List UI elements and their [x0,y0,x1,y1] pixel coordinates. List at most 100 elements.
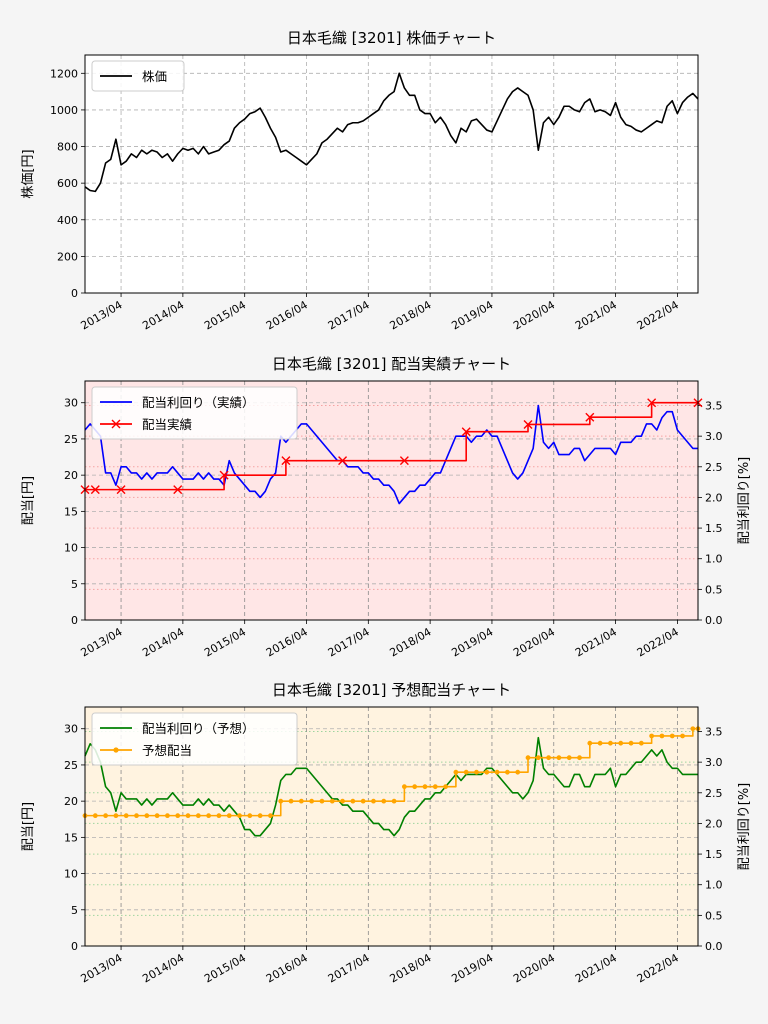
plot-frame [84,380,699,621]
y-right-tick-label: 2.0 [705,817,723,830]
y-tick-label: 20 [64,795,78,808]
data-point [515,769,521,775]
data-point [116,485,126,495]
x-tick-label: 2022/04 [635,625,681,659]
legend-label: 予想配当 [142,743,192,758]
data-point [350,798,356,804]
data-point [443,784,448,790]
data-point [638,740,644,746]
data-point [474,769,479,775]
data-point [453,769,459,775]
x-tick-label: 2022/04 [635,951,681,985]
legend-label: 配当利回り（予想） [142,721,255,736]
x-tick-label: 2021/04 [573,951,619,985]
x-tick-label: 2015/04 [202,298,248,332]
y-right-tick-label: 2.0 [705,491,723,504]
data-point [247,813,253,819]
x-tick-label: 2016/04 [264,951,310,985]
y-right-tick-label: 3.0 [705,756,723,769]
legend-box [91,60,185,92]
x-tick-label: 2013/04 [78,951,124,985]
y-right-tick-label: 3.5 [705,400,723,413]
y-tick-label: 15 [64,505,78,518]
y-tick-label: 30 [64,723,78,736]
data-point [329,798,335,804]
data-point [92,813,98,819]
data-point [463,769,469,775]
series-line-1 [84,72,699,193]
legend-label: 株価 [142,69,167,84]
y-axis-label: 配当[円] [21,802,36,851]
data-point [195,813,201,819]
chart-2: 2013/04 2014/04 2015/04 2016/04 2017/04 2018/… [21,355,752,659]
y-right-tick-label: 0.0 [705,614,723,627]
y-tick-label: 25 [64,433,78,446]
data-point [649,733,655,739]
data-point [288,798,294,804]
chart-3: 2013/04 2014/04 2015/04 2016/04 2017/04 2018/… [21,681,752,985]
y-right-tick-label: 1.0 [705,879,723,892]
data-point [219,470,229,480]
chart-title: 日本毛織 [3201] 配当実績チャート [272,355,511,373]
data-point [154,813,160,819]
data-point [298,798,304,804]
data-point [175,813,181,819]
data-point [690,726,696,732]
x-tick-label: 2018/04 [388,298,434,332]
x-tick-label: 2019/04 [449,298,495,332]
x-tick-label: 2018/04 [388,951,434,985]
legend-marker [111,419,121,429]
x-tick-label: 2015/04 [202,951,248,985]
data-point [412,784,418,790]
y-right-tick-label: 3.0 [705,430,723,443]
chart-1: 2013/04 2014/04 2015/04 2016/04 2017/04 2018/… [21,29,699,332]
data-point [523,419,533,429]
data-point [391,798,397,804]
data-point [165,813,170,819]
data-point [546,755,552,761]
data-point [566,755,572,761]
legend-label: 配当利回り（実績） [142,395,255,410]
y-tick-label: 5 [71,904,78,917]
x-tick-label: 2017/04 [326,298,372,332]
y-right-tick-label: 1.0 [705,553,723,566]
legend: 配当利回り（実績） 配当実績 [91,386,298,440]
x-tick-label: 2020/04 [511,625,557,659]
data-point [587,740,593,746]
data-point [585,412,595,422]
data-point [144,813,150,819]
data-point [680,733,685,739]
x-tick-label: 2017/04 [326,625,372,659]
legend: 配当利回り（予想） 予想配当 [91,712,298,766]
y-axis-label: 配当[円] [21,476,36,525]
x-tick-label: 2013/04 [78,298,124,332]
x-tick-label: 2017/04 [326,951,372,985]
y-right-tick-label: 2.5 [705,787,723,800]
y-tick-label: 400 [57,214,78,227]
data-point [371,798,376,804]
data-point [647,398,657,408]
chart-title: 日本毛織 [3201] 予想配当チャート [272,681,511,699]
data-point [281,456,291,466]
x-tick-label: 2021/04 [573,298,619,332]
x-tick-label: 2021/04 [573,625,619,659]
data-point [669,733,675,739]
y-tick-label: 20 [64,469,78,482]
y-tick-label: 0 [71,940,78,953]
y-tick-label: 15 [64,831,78,844]
y-tick-label: 25 [64,759,78,772]
data-point [659,733,665,739]
y-right-tick-label: 1.5 [705,848,723,861]
x-tick-label: 2014/04 [140,951,186,985]
y-right-tick-label: 0.0 [705,940,723,953]
data-point [257,813,263,819]
data-point [185,813,191,819]
data-point [268,813,273,819]
data-point [123,813,129,819]
y-right-tick-label: 2.5 [705,461,723,474]
data-point [237,813,242,819]
y-tick-label: 200 [57,250,78,263]
y-tick-label: 10 [64,542,78,555]
data-point [535,755,541,761]
